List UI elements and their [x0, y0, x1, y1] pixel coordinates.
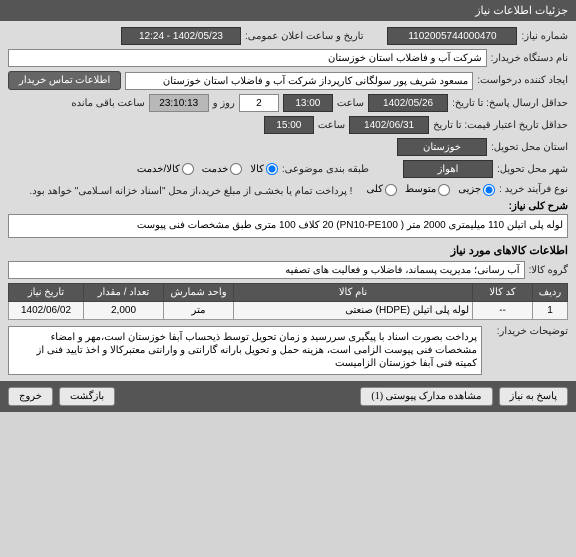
cell-code: -- [473, 302, 533, 320]
panel-header: جزئیات اطلاعات نیاز [0, 0, 576, 21]
group-value: آب رسانی؛ مدیریت پسماند، فاضلاب و فعالیت… [8, 261, 525, 279]
creator-label: ایجاد کننده درخواست: [477, 75, 568, 86]
col-row: ردیف [533, 284, 568, 302]
contact-button[interactable]: اطلاعات تماس خریدار [8, 71, 121, 90]
buyer-notes-text: پرداخت بصورت اسناد با پیگیری سررسید و زم… [8, 326, 482, 375]
deadline-date: 1402/05/26 [368, 94, 448, 112]
cell-unit: متر [164, 302, 234, 320]
col-date: تاریخ نیاز [9, 284, 84, 302]
col-code: کد کالا [473, 284, 533, 302]
city-label: شهر محل تحویل: [497, 164, 568, 175]
remaining-label: ساعت باقی مانده [71, 98, 144, 109]
validity-date: 1402/06/31 [349, 116, 429, 134]
category-label: طبقه بندی موضوعی: [282, 164, 369, 175]
cell-name: لوله پلی اتیلن (HDPE) صنعتی [234, 302, 473, 320]
req-no-label: شماره نیاز: [521, 31, 568, 42]
province-label: استان محل تحویل: [491, 142, 568, 153]
col-unit: واحد شمارش [164, 284, 234, 302]
radio-both[interactable]: کالا/خدمت [137, 163, 194, 175]
col-qty: تعداد / مقدار [84, 284, 164, 302]
remaining-time: 23:10:13 [149, 94, 209, 112]
exit-button[interactable]: خروج [8, 387, 53, 406]
cell-rownum: 1 [533, 302, 568, 320]
desc-title-box: لوله پلی اتیلن 110 میلیمتری 2000 متر ( P… [8, 214, 568, 238]
radio-service[interactable]: خدمت [202, 163, 243, 175]
days-label: روز و [213, 98, 235, 109]
validity-time: 15:00 [264, 116, 314, 134]
form-panel: شماره نیاز: 1102005744000470 تاریخ و ساع… [0, 21, 576, 381]
radio-medium[interactable]: متوسط [405, 184, 450, 196]
back-button[interactable]: بازگشت [59, 387, 115, 406]
buyer-notes-label: توضیحات خریدار: [488, 326, 568, 337]
validity-label: حداقل تاریخ اعتبار قیمت: تا تاریخ [433, 120, 568, 131]
footer-bar: پاسخ به نیاز مشاهده مدارک پیوستی (1) باز… [0, 381, 576, 412]
province-value: خوزستان [397, 138, 487, 156]
city-value: اهواز [403, 160, 493, 178]
desc-title-label: شرح کلی نیاز: [8, 201, 568, 212]
respond-button[interactable]: پاسخ به نیاز [499, 387, 569, 406]
radio-partial-input[interactable] [483, 184, 495, 196]
table-header-row: ردیف کد کالا نام کالا واحد شمارش تعداد /… [9, 284, 568, 302]
col-name: نام کالا [234, 284, 473, 302]
radio-medium-input[interactable] [438, 184, 450, 196]
deadline-label: حداقل ارسال پاسخ: تا تاریخ: [452, 98, 568, 109]
radio-goods[interactable]: کالا [250, 163, 278, 175]
days-value: 2 [239, 94, 279, 112]
radio-partial[interactable]: جزیی [458, 184, 495, 196]
req-no-value: 1102005744000470 [387, 27, 517, 45]
deadline-time: 13:00 [283, 94, 333, 112]
goods-header: اطلاعات کالاهای مورد نیاز [8, 244, 568, 257]
pub-datetime-value: 1402/05/23 - 12:24 [121, 27, 241, 45]
org-label: نام دستگاه خریدار: [491, 53, 568, 64]
group-label: گروه کالا: [529, 265, 568, 276]
cell-qty: 2,000 [84, 302, 164, 320]
radio-total-input[interactable] [385, 184, 397, 196]
process-label: نوع فرآیند خرید : [499, 184, 568, 195]
panel-title: جزئیات اطلاعات نیاز [475, 5, 568, 17]
cell-date: 1402/06/02 [9, 302, 84, 320]
radio-service-input[interactable] [230, 163, 242, 175]
radio-total[interactable]: کلی [366, 184, 396, 196]
radio-goods-input[interactable] [266, 163, 278, 175]
view-docs-button[interactable]: مشاهده مدارک پیوستی (1) [360, 387, 492, 406]
creator-value: مسعود شریف پور سولگانی کارپرداز شرکت آب … [125, 72, 473, 90]
org-value: شرکت آب و فاضلاب استان خوزستان [8, 49, 487, 67]
payment-note: ! پرداخت تمام یا بخشـی از مبلغ خرید،از م… [29, 186, 352, 197]
time-label-1: ساعت [337, 98, 364, 109]
pub-datetime-label: تاریخ و ساعت اعلان عمومی: [245, 31, 364, 42]
radio-both-input[interactable] [182, 163, 194, 175]
category-radio-group: کالا خدمت کالا/خدمت [137, 163, 278, 175]
time-label-2: ساعت [318, 120, 345, 131]
goods-table: ردیف کد کالا نام کالا واحد شمارش تعداد /… [8, 283, 568, 320]
table-row[interactable]: 1 -- لوله پلی اتیلن (HDPE) صنعتی متر 2,0… [9, 302, 568, 320]
process-radio-group: جزیی متوسط کلی [366, 184, 495, 196]
